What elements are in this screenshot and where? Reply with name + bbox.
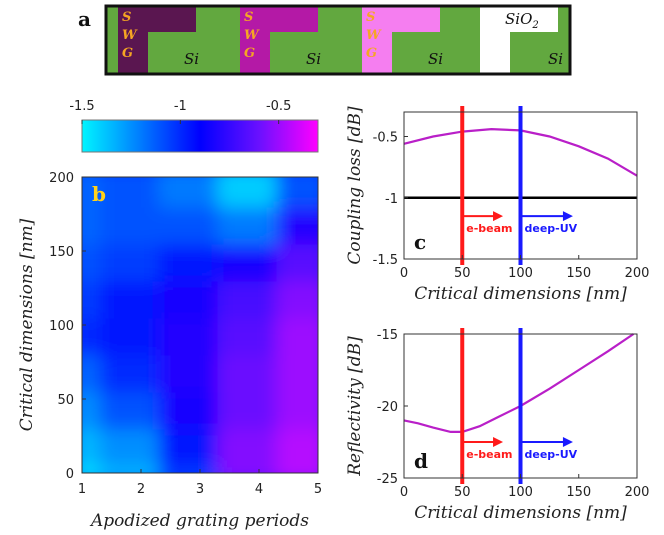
swg-block-notch-2	[240, 32, 270, 74]
heatmap-area	[82, 177, 318, 473]
colorbar-gradient	[81, 119, 319, 153]
waveguide-segments	[118, 6, 558, 74]
panel-label: c	[414, 230, 426, 254]
y-axis-label: Critical dimensions [nm]	[17, 218, 37, 431]
schematic-frame	[104, 4, 572, 76]
x-tick-label: 150	[566, 266, 591, 281]
x-tick-label: 4	[255, 482, 263, 497]
swg-block-notch-1	[118, 32, 148, 74]
x-axis-label: Critical dimensions [nm]	[414, 284, 627, 304]
y-axis-label: Reflectivity [dB]	[345, 336, 365, 477]
swg-letter: G	[122, 46, 133, 61]
x-tick-label: 2	[137, 482, 145, 497]
si-label: Si	[428, 50, 443, 68]
panel-label: d	[414, 449, 428, 473]
range-arrow-label: e-beam	[466, 448, 512, 461]
y-axis-label: Coupling loss [dB]	[345, 106, 365, 265]
range-arrow-head	[493, 437, 504, 447]
swg-letter: G	[244, 46, 255, 61]
swg-block-top-1	[118, 6, 196, 32]
oxide-top	[480, 6, 558, 32]
heatmap-cells	[82, 177, 318, 473]
x-tick-label: 150	[566, 485, 591, 500]
y-tick-label: -25	[377, 472, 398, 487]
panel-c-coupling-loss: e-beam deep-UV 0 50 100 150 200 -1.5 -1 -0.5 Criti…	[345, 106, 649, 304]
swg-letter: W	[122, 28, 138, 43]
heatmap-cell	[276, 177, 318, 208]
y-tick-label: 50	[57, 393, 74, 408]
swg-block-notch-3	[362, 32, 392, 74]
y-tick-label: -1	[385, 192, 398, 207]
y-tick-label: 150	[49, 245, 74, 260]
colorbar-tick-label: -1	[174, 99, 187, 114]
x-tick-label: 0	[400, 266, 408, 281]
x-tick-label: 1	[78, 482, 86, 497]
y-tick-label: -1.5	[373, 253, 398, 268]
oxide-notch	[480, 32, 510, 74]
x-axis-label: Critical dimensions [nm]	[414, 503, 627, 523]
y-tick-label: -20	[377, 400, 398, 415]
y-tick-label: 0	[66, 467, 74, 482]
panel-b-label: b	[92, 182, 106, 206]
colorbar-tick-label: -1.5	[69, 99, 94, 114]
y-tick-label: 200	[49, 171, 74, 186]
x-tick-label: 200	[625, 266, 650, 281]
swg-letter: W	[366, 28, 382, 43]
swg-letter: S	[244, 10, 253, 25]
swg-letter: S	[122, 10, 131, 25]
x-tick-label: 50	[454, 266, 471, 281]
y-tick-label: -15	[377, 328, 398, 343]
swg-letter: G	[366, 46, 377, 61]
x-tick-label: 200	[625, 485, 650, 500]
swg-block-top-3	[362, 6, 440, 32]
si-label: Si	[306, 50, 321, 68]
colorbar-tick-label: -0.5	[266, 99, 291, 114]
range-arrow-head	[493, 211, 504, 222]
range-arrow-label: deep-UV	[525, 448, 578, 461]
swg-letter: W	[244, 28, 260, 43]
panel-d-reflectivity: e-beam deep-UV 0 50 100 150 200 -25 -20 -15 Critic…	[345, 328, 649, 523]
x-tick-label: 5	[314, 482, 322, 497]
oxide-label: SiO2	[505, 10, 539, 31]
x-tick-label: 50	[454, 485, 471, 500]
x-tick-label: 100	[508, 266, 533, 281]
range-arrow-head	[562, 211, 573, 222]
si-label: Si	[548, 50, 563, 68]
heatmap-clip	[82, 177, 318, 473]
y-tick-label: 100	[49, 319, 74, 334]
range-arrow-label: e-beam	[466, 222, 512, 235]
swg-block-top-2	[240, 6, 318, 32]
data-series-line	[403, 333, 635, 433]
colorbar: -1.5 -1 -0.5	[69, 99, 319, 153]
range-arrow-label: deep-UV	[525, 222, 578, 235]
swg-letter: S	[366, 10, 375, 25]
x-tick-label: 3	[196, 482, 204, 497]
si-label: Si	[184, 50, 199, 68]
x-tick-label: 0	[400, 485, 408, 500]
y-tick-label: -0.5	[373, 131, 398, 146]
x-tick-label: 100	[508, 485, 533, 500]
panel-a-label: a	[78, 7, 91, 31]
x-axis-label: Apodized grating periods	[89, 511, 309, 531]
range-arrow-head	[562, 437, 573, 447]
